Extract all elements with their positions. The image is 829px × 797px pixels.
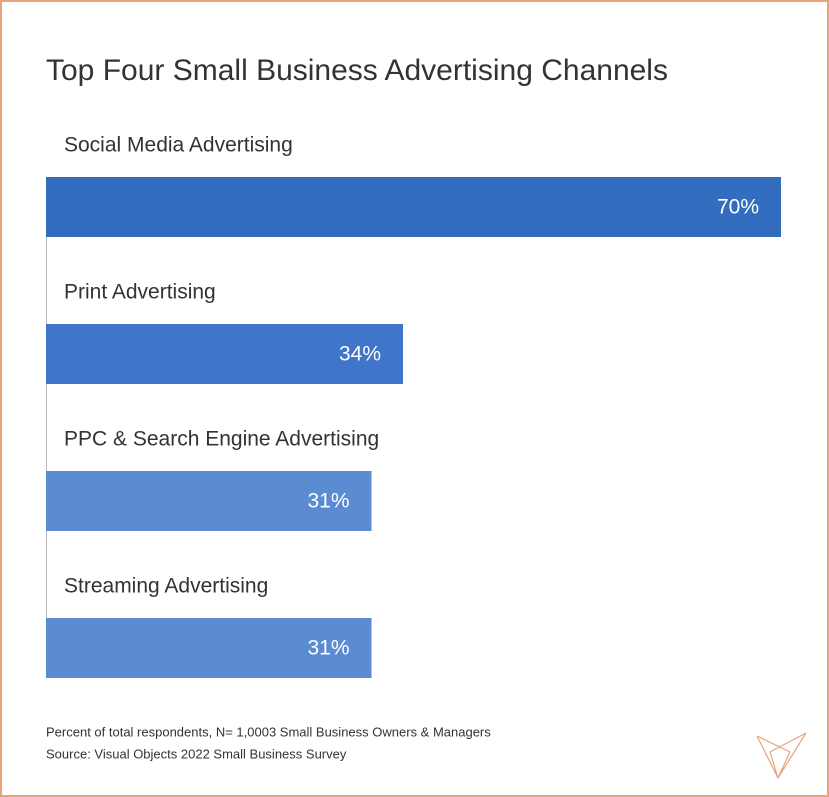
value-label: 31% xyxy=(307,490,349,513)
category-label: Streaming Advertising xyxy=(64,575,268,598)
value-label: 31% xyxy=(307,637,349,660)
bar xyxy=(46,471,372,531)
logo xyxy=(756,732,807,780)
value-label: 34% xyxy=(339,343,381,366)
category-label: PPC & Search Engine Advertising xyxy=(64,428,379,451)
bar xyxy=(46,618,372,678)
bar xyxy=(46,324,403,384)
category-label: Social Media Advertising xyxy=(64,134,293,157)
bar xyxy=(46,177,781,237)
footnote: Source: Visual Objects 2022 Small Busine… xyxy=(46,746,347,761)
value-label: 70% xyxy=(717,196,759,219)
footnote: Percent of total respondents, N= 1,0003 … xyxy=(46,724,491,739)
category-label: Print Advertising xyxy=(64,281,216,304)
chart-title: Top Four Small Business Advertising Chan… xyxy=(46,54,668,87)
